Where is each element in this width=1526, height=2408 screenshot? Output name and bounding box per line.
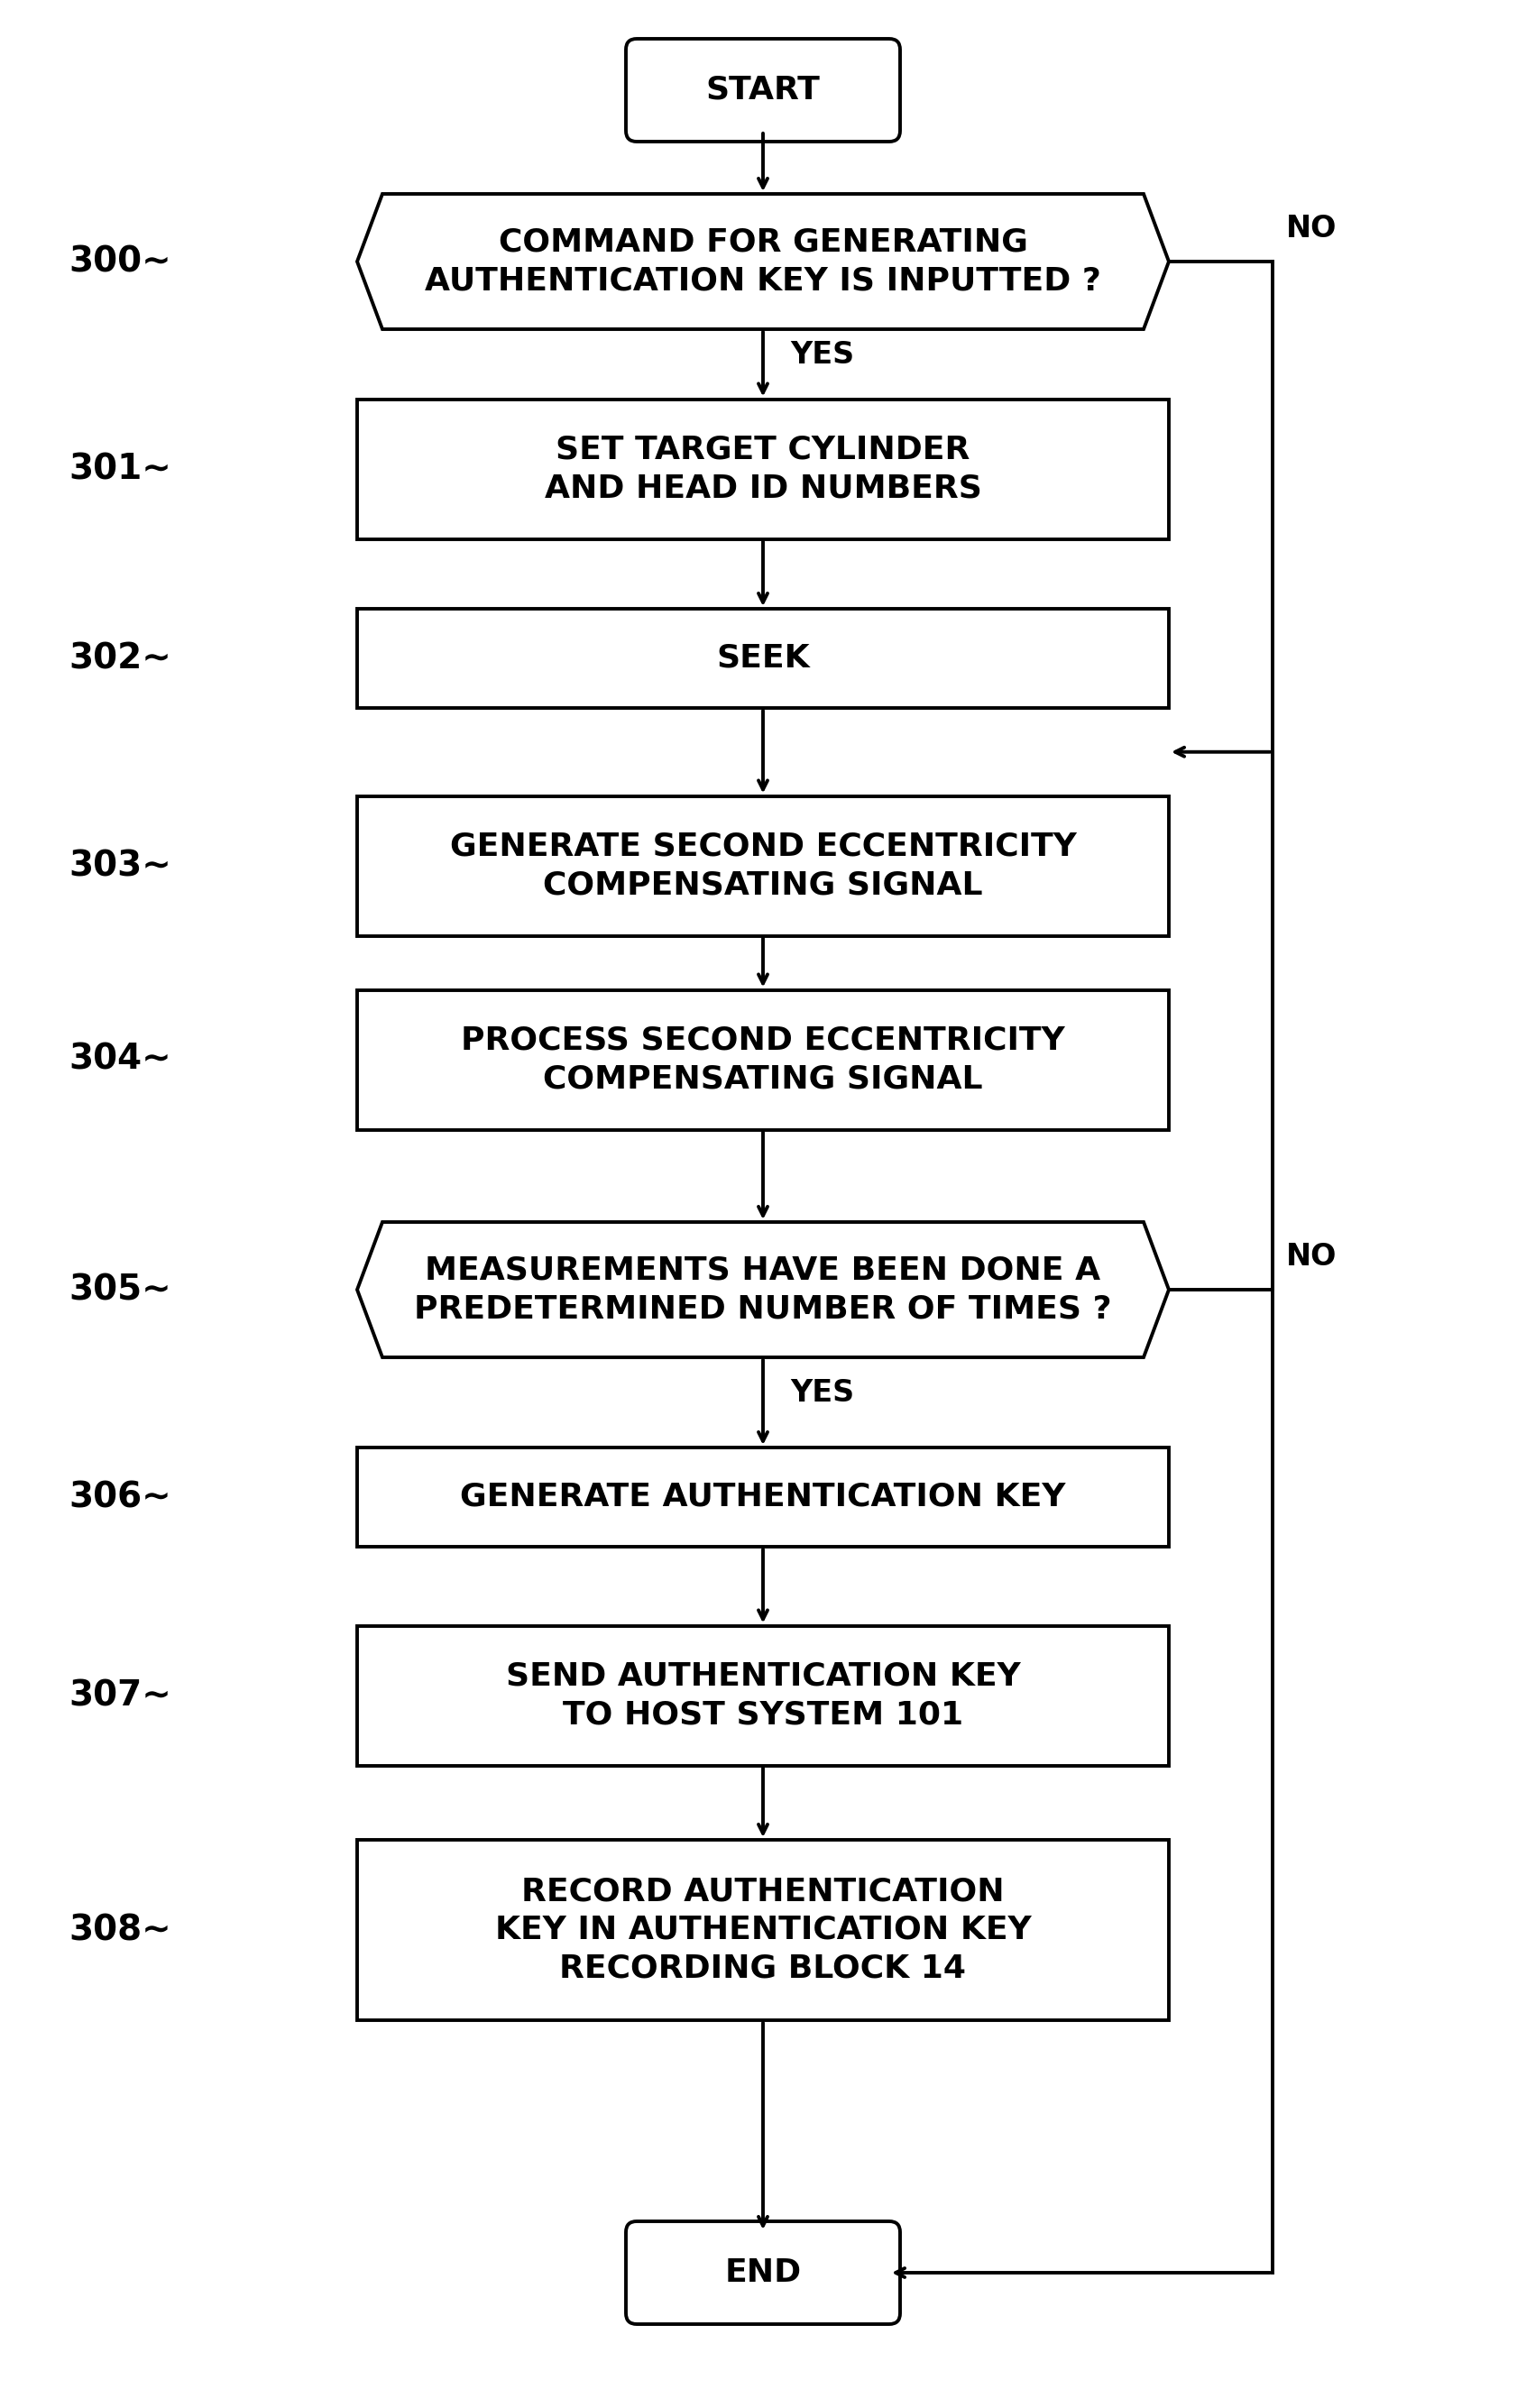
Text: SET TARGET CYLINDER
AND HEAD ID NUMBERS: SET TARGET CYLINDER AND HEAD ID NUMBERS — [545, 436, 981, 503]
FancyBboxPatch shape — [626, 39, 900, 142]
Bar — [357, 1840, 1169, 2020]
Text: YES: YES — [790, 1377, 855, 1409]
Text: PROCESS SECOND ECCENTRICITY
COMPENSATING SIGNAL: PROCESS SECOND ECCENTRICITY COMPENSATING… — [461, 1026, 1065, 1093]
Bar — [357, 1447, 1169, 1546]
Polygon shape — [357, 1221, 1169, 1358]
Text: 302∼: 302∼ — [69, 641, 171, 677]
Text: START: START — [707, 75, 819, 106]
Text: 304∼: 304∼ — [69, 1043, 171, 1076]
Text: 303∼: 303∼ — [69, 848, 171, 884]
Text: NO: NO — [1286, 214, 1337, 243]
Text: SEEK: SEEK — [716, 643, 810, 674]
Text: 306∼: 306∼ — [69, 1481, 171, 1515]
Text: COMMAND FOR GENERATING
AUTHENTICATION KEY IS INPUTTED ?: COMMAND FOR GENERATING AUTHENTICATION KE… — [424, 226, 1102, 296]
Polygon shape — [357, 195, 1169, 330]
Bar — [357, 990, 1169, 1129]
FancyBboxPatch shape — [626, 2220, 900, 2324]
Text: 308∼: 308∼ — [69, 1912, 171, 1948]
Text: END: END — [725, 2256, 801, 2288]
Text: 300∼: 300∼ — [69, 243, 171, 279]
Bar — [357, 1625, 1169, 1765]
Text: RECORD AUTHENTICATION
KEY IN AUTHENTICATION KEY
RECORDING BLOCK 14: RECORD AUTHENTICATION KEY IN AUTHENTICAT… — [494, 1876, 1032, 1984]
Text: 307∼: 307∼ — [69, 1678, 171, 1712]
Text: 301∼: 301∼ — [69, 453, 171, 486]
Text: MEASUREMENTS HAVE BEEN DONE A
PREDETERMINED NUMBER OF TIMES ?: MEASUREMENTS HAVE BEEN DONE A PREDETERMI… — [414, 1255, 1112, 1324]
Text: NO: NO — [1286, 1243, 1337, 1271]
Bar — [357, 797, 1169, 937]
Bar — [357, 400, 1169, 539]
Bar — [357, 609, 1169, 708]
Text: GENERATE AUTHENTICATION KEY: GENERATE AUTHENTICATION KEY — [461, 1481, 1065, 1512]
Text: YES: YES — [790, 340, 855, 371]
Text: 305∼: 305∼ — [69, 1271, 171, 1308]
Text: SEND AUTHENTICATION KEY
TO HOST SYSTEM 101: SEND AUTHENTICATION KEY TO HOST SYSTEM 1… — [505, 1662, 1021, 1729]
Text: GENERATE SECOND ECCENTRICITY
COMPENSATING SIGNAL: GENERATE SECOND ECCENTRICITY COMPENSATIN… — [450, 831, 1076, 901]
